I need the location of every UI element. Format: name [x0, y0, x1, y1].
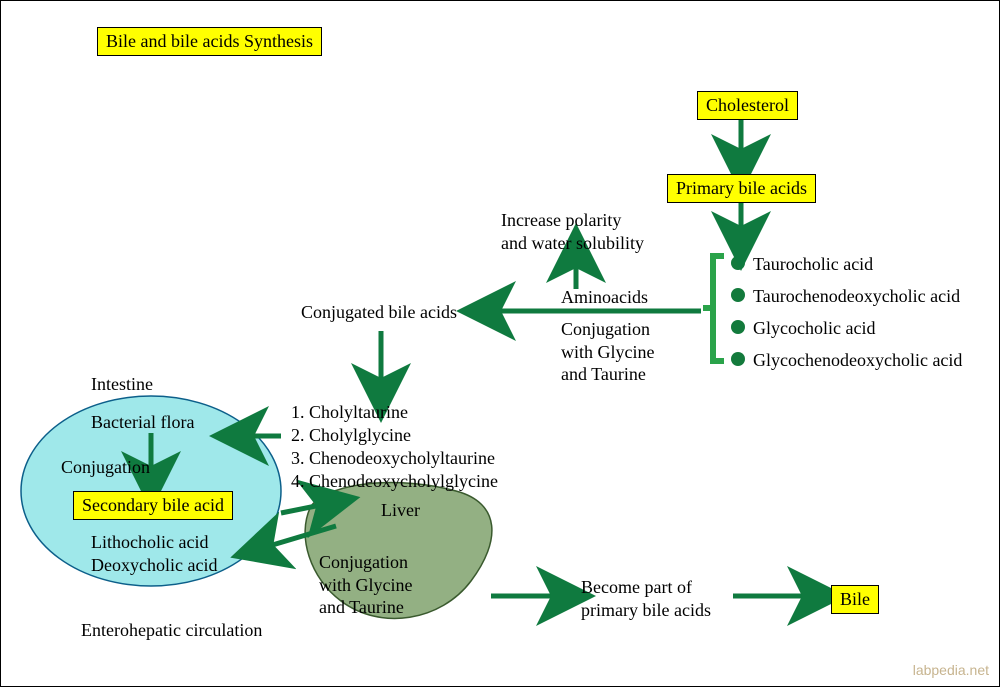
conjugation-liver-label: Conjugation with Glycine and Taurine [319, 551, 412, 619]
bile-box: Bile [831, 585, 879, 614]
increase-polarity-label: Increase polarity and water solubility [501, 209, 644, 254]
bullet-icon [731, 256, 745, 270]
aminoacids-label: Aminoacids [561, 286, 648, 309]
bullet-icon [731, 320, 745, 334]
conjugation-glycine-taurine-label: Conjugation with Glycine and Taurine [561, 318, 654, 386]
bacterial-flora-label: Bacterial flora [91, 411, 194, 434]
watermark-label: labpedia.net [913, 662, 989, 678]
secondary-bile-acid-box: Secondary bile acid [73, 491, 233, 520]
primary-bile-acids-box: Primary bile acids [667, 174, 816, 203]
cholesterol-box: Cholesterol [697, 91, 798, 120]
enterohepatic-label: Enterohepatic circulation [81, 619, 262, 642]
bullet-icon [731, 352, 745, 366]
conjugated-item: 4. Chenodeoxycholylglycine [291, 470, 498, 493]
acid-item: Glycochenodeoxycholic acid [753, 349, 962, 372]
lithocholic-label: Lithocholic acid [91, 531, 208, 554]
bracket-icon [706, 256, 721, 361]
conjugated-item: 2. Cholylglycine [291, 424, 411, 447]
title-box: Bile and bile acids Synthesis [97, 27, 322, 56]
conjugation-label: Conjugation [61, 456, 150, 479]
acid-item: Taurocholic acid [753, 253, 873, 276]
arrow [259, 526, 336, 549]
intestine-label: Intestine [91, 373, 153, 396]
conjugated-item: 1. Cholyltaurine [291, 401, 408, 424]
deoxycholic-label: Deoxycholic acid [91, 554, 217, 577]
acid-item: Taurochenodeoxycholic acid [753, 285, 960, 308]
conjugated-bile-acids-label: Conjugated bile acids [301, 301, 457, 324]
arrow [281, 503, 331, 513]
bullet-icon [731, 288, 745, 302]
become-part-label: Become part of primary bile acids [581, 576, 711, 621]
conjugated-item: 3. Chenodeoxycholyltaurine [291, 447, 495, 470]
acid-item: Glycocholic acid [753, 317, 875, 340]
liver-label: Liver [381, 499, 420, 522]
